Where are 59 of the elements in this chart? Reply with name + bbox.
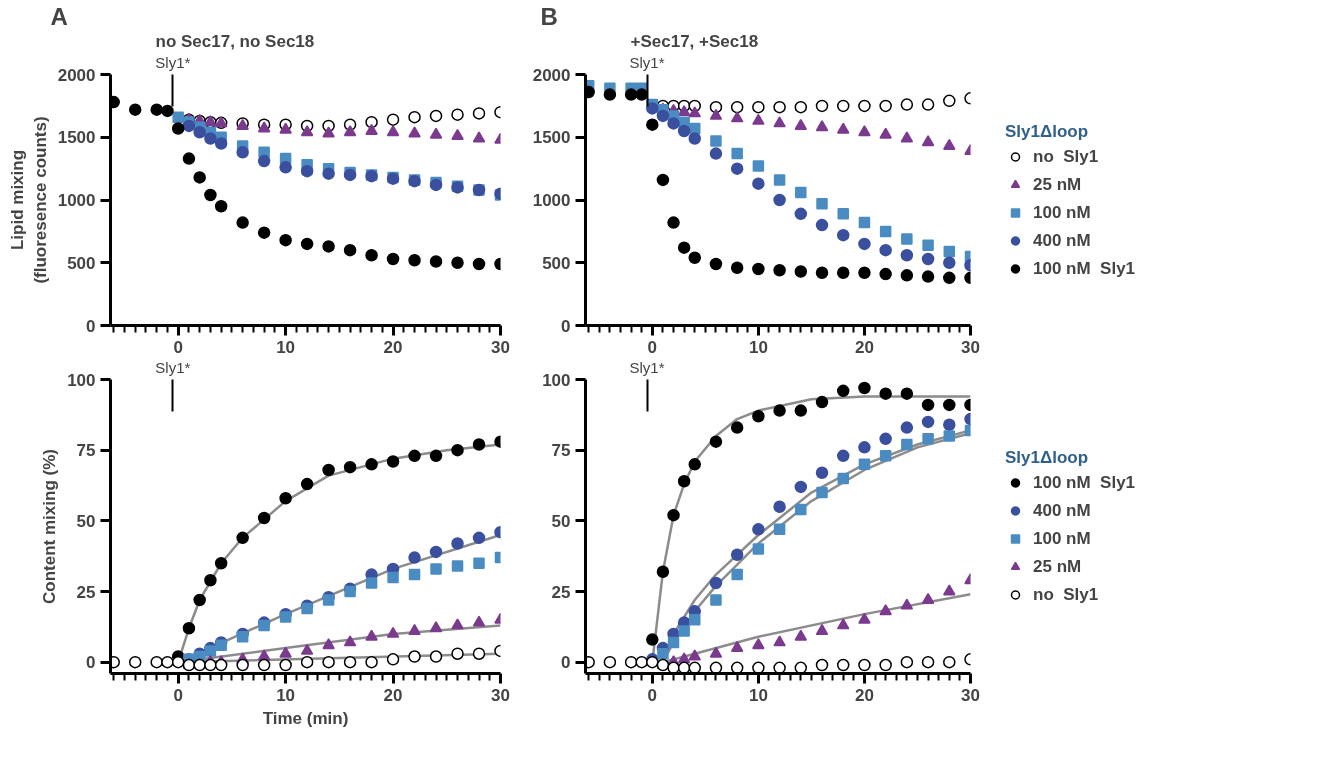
y-tick-label: 2000 [57,65,96,85]
y-tick-label: 100 [542,370,571,390]
ref-line-label: Sly1* [629,358,665,376]
legend-label: no Sly1 [1033,584,1099,605]
x-tick-label: 20 [854,337,874,357]
ref-line-label: Sly1* [629,53,665,71]
y-tick-label: 500 [542,253,571,273]
legend-label: 25 nM [1033,556,1082,577]
x-tick-label: 0 [173,685,183,705]
y-tick-label: 0 [86,653,96,673]
y-tick-label: 500 [67,253,96,273]
y-tick-label: 50 [551,511,571,531]
x-tick-label: 10 [748,337,768,357]
x-tick-label: 10 [276,337,296,357]
chart-title: no Sec17, no Sec18 [155,31,315,51]
legend-label: 25 nM [1033,174,1082,194]
legend-label: 100 nM Sly1 [1033,258,1136,278]
y-tick-label: 1000 [532,191,571,210]
x-tick-label: 20 [383,685,403,705]
x-tick-label: 30 [491,337,510,357]
y-tick-label: 0 [561,316,571,336]
ref-line-label: Sly1* [155,358,191,376]
legend-title: Sly1Δloop [1005,121,1090,141]
y-tick-label: 100 [67,370,96,390]
legend-label: 400 nM [1033,500,1091,521]
y-tick-label: 2000 [532,65,571,85]
y-axis-title: Content mixing (%) [40,449,60,604]
y-tick-label: 1000 [57,191,96,210]
y-tick-label: 1500 [532,128,571,148]
legend-label: 100 nM Sly1 [1033,472,1136,493]
x-axis-title: Time (min) [262,708,349,728]
y-tick-label: 75 [551,441,571,461]
y-tick-label: 50 [76,511,96,531]
y-tick-label: 0 [86,316,96,336]
legend-title: Sly1Δloop [1005,447,1090,468]
x-tick-label: 0 [647,685,658,705]
x-tick-label: 0 [647,337,658,357]
x-tick-label: 20 [383,337,403,357]
x-tick-label: 30 [491,685,510,705]
y-tick-label: 0 [561,653,571,673]
y-tick-label: 75 [76,441,96,461]
x-tick-label: 10 [276,685,296,705]
ref-line-label: Sly1* [155,53,191,71]
y-tick-label: 25 [551,582,571,602]
y-tick-label: 25 [76,582,96,602]
x-tick-label: 0 [173,337,183,357]
legend-label: no Sly1 [1033,146,1099,166]
x-tick-label: 30 [961,685,980,705]
y-axis-title: Lipid mixing (fluoresence counts) [7,116,50,284]
chart-title: +Sec17, +Sec18 [630,31,759,51]
x-tick-label: 10 [748,685,768,705]
x-tick-label: 30 [961,337,980,357]
legend-label: 100 nM [1033,202,1091,222]
text: A [50,2,68,30]
y-tick-label: 1500 [57,128,96,148]
legend-label: 400 nM [1033,230,1091,250]
text: B [540,2,558,30]
legend-label: 100 nM [1033,528,1091,549]
x-tick-label: 20 [854,685,874,705]
